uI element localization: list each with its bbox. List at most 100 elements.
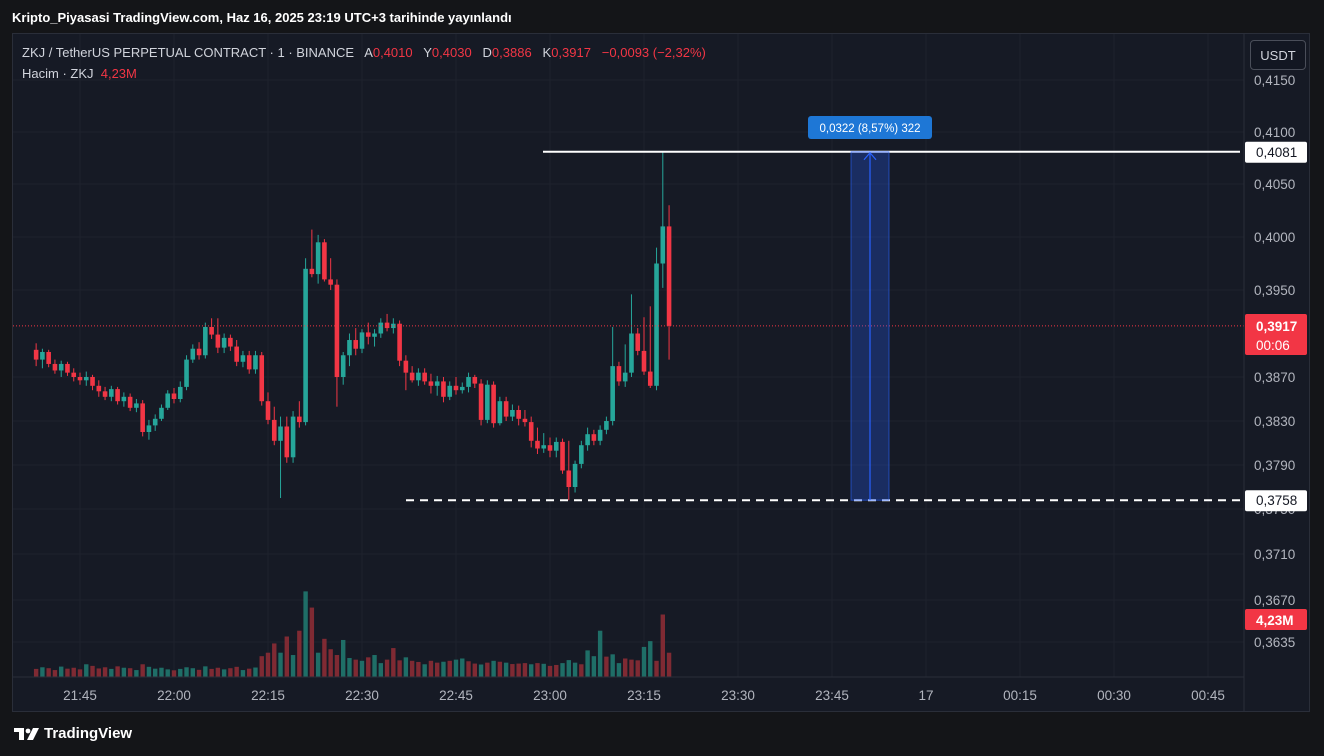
candle-body: [246, 355, 252, 370]
volume-bar: [290, 655, 296, 677]
candle-body: [58, 363, 64, 371]
volume-bar: [247, 668, 252, 677]
volume-bar: [228, 668, 233, 677]
measure-arrow-head: [863, 151, 877, 161]
volume-bar: [253, 667, 258, 677]
time-tick-label: 00:45: [1191, 688, 1225, 703]
candle-body: [190, 348, 196, 360]
volume-bar: [221, 669, 227, 677]
volume-bar: [90, 665, 95, 677]
volume-bar: [604, 656, 609, 677]
volume-bar: [71, 667, 76, 677]
candles: [33, 151, 672, 501]
candle-body: [635, 333, 641, 351]
price-tick-label: 0,3635: [1254, 635, 1295, 650]
price-tick-label: 0,3710: [1254, 547, 1295, 562]
volume-bar: [347, 658, 352, 677]
volume-bar: [178, 668, 183, 677]
volume-bar: [203, 666, 208, 677]
price-tick-label: 0,4000: [1254, 230, 1295, 245]
candle-body: [478, 383, 484, 420]
symbol-name: ZKJ / TetherUS PERPETUAL CONTRACT · 1 · …: [22, 45, 355, 60]
volume-bar: [184, 667, 189, 677]
symbol-legend: ZKJ / TetherUS PERPETUAL CONTRACT · 1 · …: [22, 45, 706, 60]
volume-bar: [648, 641, 653, 677]
time-tick-label: 22:15: [251, 688, 285, 703]
volume-bar: [654, 660, 659, 677]
volume-bar: [153, 668, 158, 677]
volume-bar: [453, 659, 459, 677]
volume-bar: [460, 658, 465, 677]
candle-body: [585, 434, 590, 446]
candle-body: [71, 372, 77, 377]
volume-bar: [315, 652, 321, 677]
candle-body: [303, 268, 308, 423]
candle-body: [102, 391, 108, 397]
volume-bar: [127, 668, 133, 677]
volume-bar: [522, 663, 528, 677]
volume-bar: [641, 646, 647, 677]
candle-body: [572, 463, 578, 487]
currency-button[interactable]: USDT: [1250, 40, 1306, 70]
volume-bar: [303, 591, 308, 677]
candle-body: [215, 334, 221, 348]
line-price-label: 0,4081: [1256, 145, 1297, 160]
volume-bar: [322, 638, 327, 677]
candle-body: [177, 386, 183, 399]
volume-bar: [610, 654, 615, 677]
volume-bar: [435, 662, 440, 677]
volume-bar: [259, 656, 264, 677]
price-axis: 0,4150 0,4100 0,4050 0,4000 0,3950 0,3870 0,38…: [1245, 73, 1307, 650]
line-price-box: [1245, 490, 1307, 512]
open-value: 0,4010: [372, 45, 413, 60]
time-axis: 21:45 22:00 22:15 22:30 22:45 23:00 23:15 23:30…: [13, 34, 1245, 711]
candle-body: [347, 340, 352, 356]
price-tick-label: 0,3870: [1254, 370, 1295, 385]
volume-bar: [516, 663, 521, 677]
candle-body: [541, 445, 547, 449]
volume-bar: [278, 652, 283, 677]
volume-bar: [284, 636, 289, 677]
tradingview-logo[interactable]: TradingView: [14, 725, 132, 742]
countdown-label: 00:06: [1256, 338, 1290, 353]
candle-body: [240, 355, 246, 362]
volume-bar: [372, 655, 377, 677]
volume-bar: [65, 668, 70, 677]
volume-bar: [121, 667, 127, 677]
price-tick-label: 0,3790: [1254, 458, 1295, 473]
time-tick-label: 21:45: [63, 688, 97, 703]
close-label: K: [542, 45, 552, 60]
volume-bar: [146, 666, 152, 677]
candle-body: [221, 337, 227, 348]
volume-bar: [497, 661, 503, 677]
candle-body: [340, 355, 346, 377]
candle-body: [547, 445, 553, 451]
candle-body: [328, 279, 333, 285]
candle-body: [322, 242, 327, 280]
volume-bar: [391, 648, 396, 677]
volume-bar: [416, 661, 421, 677]
candle-body: [284, 426, 290, 458]
candle-body: [629, 333, 634, 373]
volume-bar: [478, 664, 484, 677]
time-tick-label: 23:30: [721, 688, 755, 703]
candle-body: [77, 377, 83, 381]
price-tick-label: 0,3670: [1254, 593, 1295, 608]
volume-bar: [115, 666, 120, 677]
volume-bar: [215, 667, 221, 677]
chart-frame[interactable]: [12, 33, 1310, 712]
candle-body: [459, 386, 465, 391]
volume-bar: [297, 630, 302, 677]
volume-bar: [660, 614, 665, 677]
line-price-label: 0,3758: [1256, 493, 1297, 508]
candle-body: [416, 372, 421, 381]
time-tick-label: 22:30: [345, 688, 379, 703]
volume-bar: [472, 663, 477, 677]
candle-body: [647, 371, 653, 386]
volume-bar: [240, 670, 246, 677]
volume-bar: [560, 663, 565, 677]
candle-body: [560, 441, 565, 471]
candle-body: [654, 263, 659, 386]
volume-bar: [33, 668, 39, 677]
